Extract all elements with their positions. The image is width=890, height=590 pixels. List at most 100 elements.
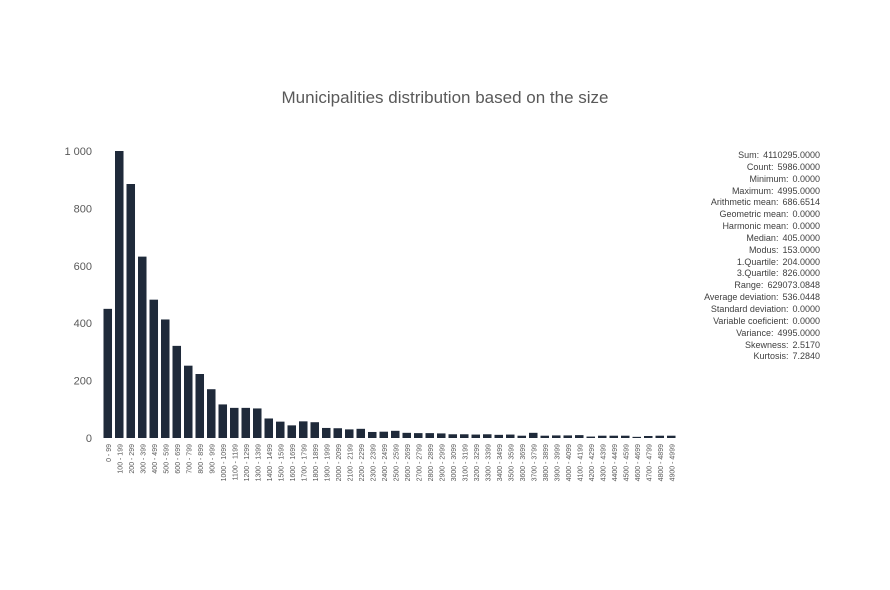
x-tick-label: 2200 - 2299: [359, 444, 366, 481]
x-tick-label: 800 - 899: [198, 444, 205, 474]
bar: [655, 435, 665, 438]
bar: [138, 256, 147, 438]
bar: [483, 434, 492, 438]
x-tick-label: 1500 - 1599: [278, 444, 285, 481]
x-tick-label: 0 - 99: [106, 444, 113, 462]
y-tick-label: 600: [74, 261, 92, 273]
stat-label: Harmonic mean:: [722, 221, 789, 232]
bar: [161, 319, 170, 438]
stat-label: Sum:: [738, 150, 760, 160]
x-tick-label: 4000 - 4099: [566, 444, 573, 481]
bar: [494, 434, 504, 438]
stat-label: Kurtosis:: [753, 351, 789, 362]
x-tick-label: 1000 - 1099: [221, 444, 228, 481]
bar: [287, 425, 297, 438]
bar: [586, 436, 596, 438]
stat-value: 4110295.0000: [763, 150, 820, 160]
bar: [379, 431, 389, 438]
bar: [322, 427, 331, 438]
stat-row: Arithmetic mean: 686.6514: [650, 197, 820, 209]
x-tick-label: 4300 - 4399: [600, 444, 607, 481]
bar: [172, 345, 182, 438]
stat-row: Modus: 153.0000: [650, 245, 820, 257]
y-axis: 0 200 400 600 800 1 000: [64, 146, 92, 445]
x-tick-label: 2100 - 2199: [347, 444, 354, 481]
stat-row: Standard deviation: 0.0000: [650, 304, 820, 316]
y-tick-label: 1 000: [64, 146, 92, 158]
stat-value: 0.0000: [792, 209, 820, 220]
stat-value: 4995.0000: [777, 185, 820, 196]
stat-value: 7.2840: [792, 351, 820, 362]
bar: [333, 428, 343, 438]
bar: [609, 435, 619, 438]
x-tick-label: 4500 - 4599: [623, 444, 630, 481]
x-tick-label: 1200 - 1299: [244, 444, 251, 481]
bar: [184, 365, 193, 438]
bar: [356, 428, 366, 438]
stat-row: Average deviation: 536.0448: [650, 292, 820, 304]
y-tick-label: 0: [86, 433, 92, 445]
stat-row: Count: 5986.0000: [650, 162, 820, 174]
bar: [552, 435, 561, 438]
stat-value: 204.0000: [782, 256, 820, 267]
stat-row: Kurtosis: 7.2840: [650, 351, 820, 363]
stat-label: Arithmetic mean:: [710, 197, 779, 208]
x-tick-label: 4100 - 4199: [577, 444, 584, 481]
x-tick-label: 4600 - 4699: [635, 444, 642, 481]
stat-label: 1.Quartile:: [736, 256, 779, 267]
bar: [230, 407, 239, 438]
x-tick-label: 2700 - 2799: [416, 444, 423, 481]
bar: [517, 435, 527, 438]
bar: [471, 434, 481, 438]
bar: [414, 433, 423, 438]
bar: [402, 432, 412, 438]
bar: [103, 308, 113, 438]
bar: [115, 151, 124, 438]
y-tick-label: 400: [74, 318, 92, 330]
x-tick-label: 2900 - 2999: [439, 444, 446, 481]
x-tick-label: 400 - 499: [152, 444, 159, 474]
x-tick-label: 1600 - 1699: [290, 444, 297, 481]
x-tick-label: 600 - 699: [175, 444, 182, 474]
x-tick-label: 3300 - 3399: [485, 444, 492, 481]
bar: [563, 435, 573, 438]
stat-label: Minimum:: [749, 173, 789, 184]
stat-label: Standard deviation:: [710, 303, 789, 314]
x-tick-label: 1400 - 1499: [267, 444, 274, 481]
stat-row: Sum: 4110295.0000: [650, 150, 820, 162]
x-tick-label: 2000 - 2099: [336, 444, 343, 481]
bar: [218, 404, 228, 438]
stat-label: 3.Quartile:: [736, 268, 779, 279]
x-tick-label: 2800 - 2899: [428, 444, 435, 481]
x-tick-label: 4700 - 4799: [646, 444, 653, 481]
x-tick-label: 3900 - 3999: [554, 444, 561, 481]
stat-value: 153.0000: [782, 244, 820, 255]
stat-label: Maximum:: [731, 185, 774, 196]
stat-row: Skewness: 2.5170: [650, 340, 820, 352]
y-tick-label: 200: [74, 376, 92, 388]
bars: [103, 151, 676, 438]
x-tick-label: 300 - 399: [140, 444, 147, 474]
bar: [437, 433, 446, 438]
stat-label: Variance:: [736, 327, 774, 338]
stat-label: Range:: [734, 280, 764, 291]
x-tick-label: 1700 - 1799: [301, 444, 308, 481]
x-tick-label: 3000 - 3099: [451, 444, 458, 481]
stat-value: 0.0000: [792, 221, 820, 232]
x-tick-label: 2400 - 2499: [382, 444, 389, 481]
x-tick-label: 2500 - 2599: [393, 444, 400, 481]
stat-value: 686.6514: [782, 197, 820, 208]
bar: [126, 184, 136, 438]
stat-row: Range: 629073.0848: [650, 280, 820, 292]
bar: [632, 436, 642, 438]
bar: [529, 432, 538, 438]
x-tick-label: 1300 - 1399: [255, 444, 262, 481]
x-tick-label: 100 - 199: [117, 444, 124, 474]
stat-label: Count:: [746, 161, 774, 172]
stat-row: 3.Quartile: 826.0000: [650, 268, 820, 280]
bar: [575, 435, 584, 438]
x-tick-label: 3100 - 3199: [462, 444, 469, 481]
stat-row: Harmonic mean: 0.0000: [650, 221, 820, 233]
bar: [207, 389, 216, 438]
bar: [621, 435, 630, 438]
